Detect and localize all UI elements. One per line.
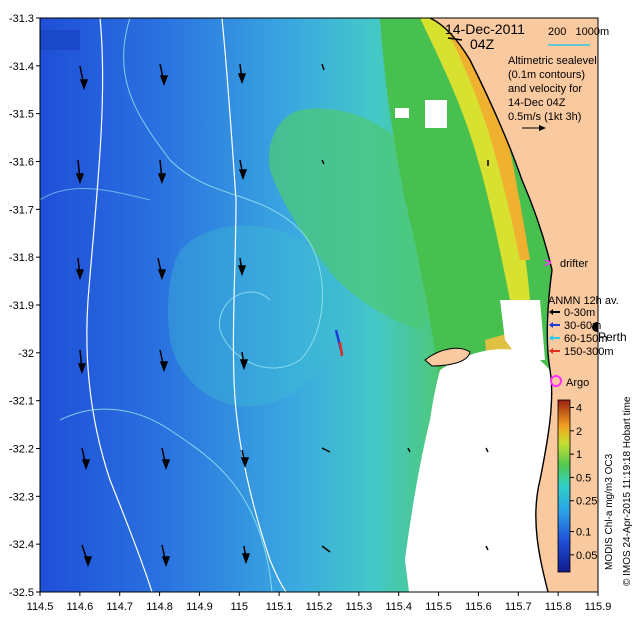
- perth-label: Perth: [598, 330, 627, 344]
- sealevel-contour: [123, 18, 323, 369]
- argo-label: Argo: [566, 377, 589, 389]
- date-tick: [447, 37, 463, 41]
- y-tick-label: -31.7: [9, 204, 34, 216]
- cloud-speck-2: [425, 100, 447, 128]
- colorbar-tick-label: 2: [576, 426, 582, 438]
- anmn-title: ANMN 12h av.: [548, 295, 619, 307]
- coastal-yellow-band: [420, 18, 530, 300]
- x-tick-label: 115.9: [585, 601, 612, 613]
- altimetry-line-2: (0.1m contours): [508, 69, 585, 81]
- y-tick-label: -32.1: [9, 396, 34, 408]
- cloud-speck: [395, 108, 409, 118]
- credit-label: © IMOS 24-Apr-2015 11:19:18 Hobart time: [622, 396, 633, 586]
- time-label: 04Z: [470, 36, 495, 52]
- x-tick-label: 115.2: [306, 601, 333, 613]
- anmn-legend-arrowhead: [549, 335, 553, 341]
- anmn-legend-label: 30-60m: [564, 320, 601, 332]
- x-tick-label: 114.7: [106, 601, 133, 613]
- y-tick-label: -31.3: [9, 13, 34, 25]
- colorbar-tick-label: 1: [576, 449, 582, 461]
- x-axis: 114.5 114.6 114.7 114.8 114.9 115 115.1 115.2 11…: [27, 592, 612, 613]
- y-tick-label: -31.5: [9, 109, 34, 121]
- y-axis: -31.3 -31.4 -31.5 -31.6 -31.7 -31.8 -31.9 -32 -3…: [9, 13, 40, 599]
- land: [430, 18, 598, 592]
- anmn-legend-label: 60-150m: [564, 333, 607, 345]
- colorbar-tick-label: 0.05: [576, 550, 597, 562]
- altimetry-line-3: and velocity for: [508, 83, 582, 95]
- cloud-speck-3: [40, 30, 80, 50]
- altimetry-line-4: 14-Dec 04Z: [508, 97, 566, 109]
- anmn-legend-arrowhead: [549, 348, 553, 354]
- isobath-legend: 200 1000m: [548, 26, 609, 38]
- colorbar-ticks: 4 2 1 0.5 0.25 0.1 0.05: [570, 403, 597, 562]
- colorbar: [557, 399, 571, 573]
- x-tick-label: 114.5: [27, 601, 54, 613]
- perth-marker: [592, 322, 598, 332]
- y-tick-label: -32.4: [9, 539, 34, 551]
- cloud-mask: [405, 349, 560, 592]
- colorbar-tick-label: 0.5: [576, 472, 591, 484]
- colorbar-tick-label: 0.25: [576, 496, 597, 508]
- y-tick-label: -31.6: [9, 157, 34, 169]
- rottnest-island: [424, 347, 471, 367]
- y-tick-label: -32.2: [9, 444, 34, 456]
- date-label: 14-Dec-2011: [445, 21, 525, 37]
- x-tick-label: 115.1: [266, 601, 293, 613]
- y-tick-label: -31.9: [9, 300, 34, 312]
- velocity-arrows: [75, 63, 489, 568]
- argo-marker: [550, 375, 562, 387]
- x-tick-label: 115.7: [505, 601, 532, 613]
- drifter-track-2: [338, 341, 344, 357]
- sealevel-contour-3: [40, 188, 151, 201]
- drifter-legend-marker: >: [544, 255, 552, 270]
- anmn-legend-label: 0-30m: [564, 307, 595, 319]
- y-tick-label: -32: [18, 348, 34, 360]
- anmn-legend-label: 150-300m: [564, 346, 614, 358]
- x-tick-label: 115.8: [545, 601, 572, 613]
- x-tick-label: 114.8: [146, 601, 173, 613]
- colorbar-tick-label: 0.1: [576, 527, 591, 539]
- green-eddy: [269, 108, 437, 330]
- cyan-swirl: [168, 225, 338, 407]
- x-tick-label: 115.6: [465, 601, 492, 613]
- altimetry-line-1: Altimetric sealevel: [508, 55, 597, 67]
- anmn-legend-arrowhead: [549, 322, 553, 328]
- anmn-legend-arrowhead: [549, 309, 553, 315]
- y-tick-label: -32.3: [9, 491, 34, 503]
- drifter-legend-label: drifter: [560, 258, 588, 270]
- x-tick-label: 114.9: [186, 601, 213, 613]
- y-tick-label: -31.8: [9, 252, 34, 264]
- x-tick-label: 115.3: [345, 601, 372, 613]
- x-tick-label: 115: [231, 601, 249, 613]
- cloud-mask-2: [500, 300, 545, 360]
- x-tick-label: 114.6: [66, 601, 93, 613]
- y-tick-label: -32.5: [9, 587, 34, 599]
- y-tick-label: -31.4: [9, 61, 34, 73]
- coastline: [429, 18, 553, 592]
- velocity-scale: 0.5m/s (1kt 3h): [508, 111, 581, 123]
- x-tick-label: 115.4: [385, 601, 412, 613]
- x-tick-label: 115.5: [425, 601, 452, 613]
- isobath-200m: [221, 18, 287, 592]
- velocity-scale-arrowhead: [539, 125, 546, 131]
- colorbar-label: MODIS Chl-a mg/m3 OC3: [604, 453, 615, 570]
- coastal-orange-band: [440, 18, 530, 260]
- colorbar-tick-label: 4: [576, 403, 582, 415]
- sealevel-contour-2: [59, 408, 273, 592]
- isobath-1000m: [86, 18, 153, 592]
